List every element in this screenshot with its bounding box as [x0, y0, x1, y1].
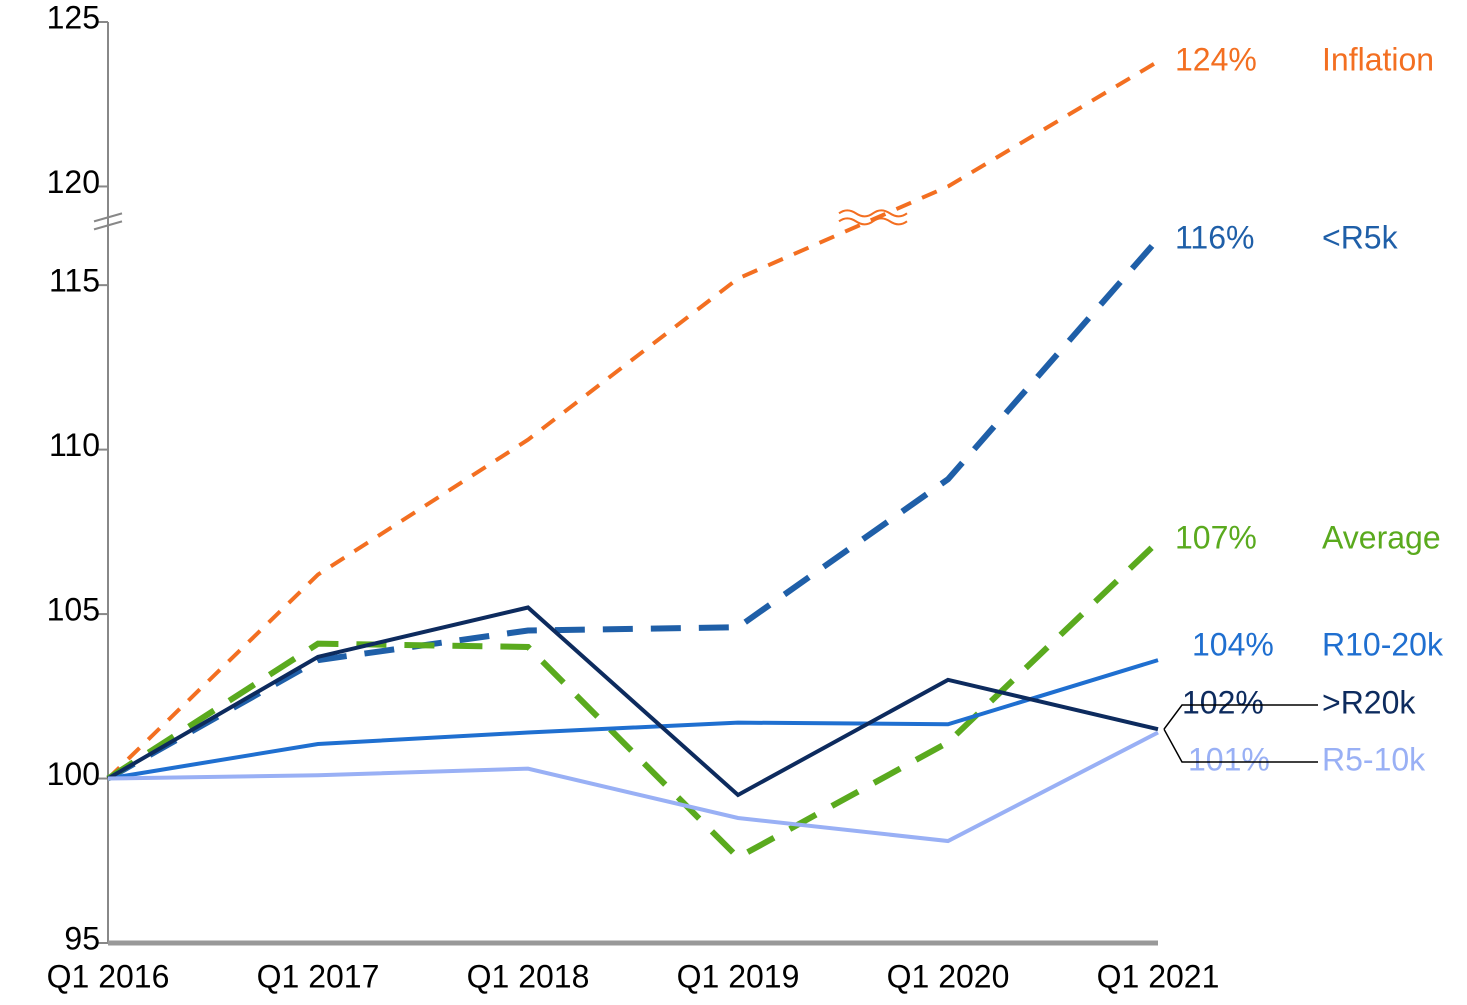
- value-label: 116%: [1175, 219, 1254, 255]
- y-tick-label: 115: [49, 263, 100, 299]
- x-tick-label: Q1 2017: [257, 958, 380, 994]
- legend-label: R10-20k: [1322, 626, 1444, 662]
- series-line: [106, 59, 1160, 780]
- x-tick-label: Q1 2018: [467, 958, 590, 994]
- y-tick-label: 120: [47, 164, 100, 200]
- leader-line: [1163, 704, 1318, 730]
- y-tick-label: 110: [49, 427, 100, 463]
- series-line: [106, 539, 1161, 862]
- axis-break: [93, 212, 123, 223]
- y-tick-label: 105: [47, 592, 100, 628]
- legend-label: R5-10k: [1322, 741, 1426, 777]
- y-tick-label: 100: [47, 756, 100, 792]
- legend-label: >R20k: [1322, 684, 1416, 720]
- series-line: [106, 605, 1159, 798]
- value-label: 102%: [1182, 684, 1264, 720]
- series-line: [107, 658, 1159, 781]
- y-tick-label: 95: [64, 920, 100, 956]
- y-tick-label: 125: [47, 0, 100, 35]
- x-tick-label: Q1 2020: [887, 958, 1010, 994]
- x-tick-label: Q1 2016: [47, 958, 170, 994]
- legend-label: Inflation: [1322, 41, 1434, 77]
- value-label: 107%: [1175, 519, 1257, 555]
- x-tick-label: Q1 2021: [1097, 958, 1220, 994]
- legend-label: Average: [1322, 519, 1441, 555]
- x-tick-label: Q1 2019: [677, 958, 800, 994]
- legend-label: <R5k: [1322, 219, 1399, 255]
- value-label: 101%: [1188, 741, 1270, 777]
- value-label: 124%: [1175, 41, 1257, 77]
- break-squiggle: [838, 209, 908, 218]
- break-squiggle: [838, 217, 908, 226]
- leader-line: [1163, 728, 1318, 763]
- series-line: [106, 237, 1161, 782]
- value-label: 104%: [1192, 626, 1274, 662]
- series-line: [107, 730, 1159, 844]
- axis-break: [93, 220, 123, 231]
